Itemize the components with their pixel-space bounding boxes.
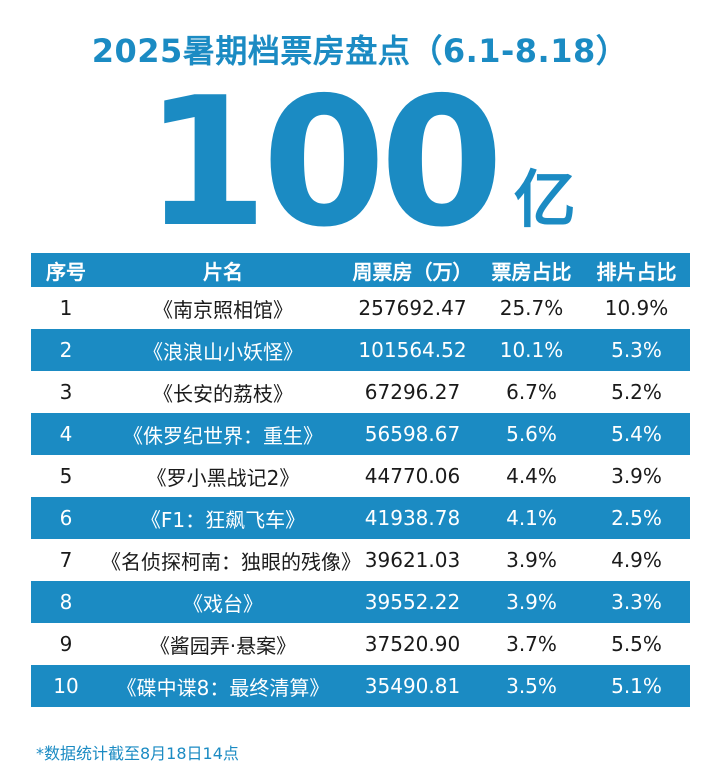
film-title-cell: 《F1：狂飙飞车》 (140, 507, 306, 532)
gross-share-cell: 4.1% (506, 506, 557, 530)
table-row: 10 《碟中谍8：最终清算》 35490.81 3.5% 5.1% (31, 665, 690, 707)
rank-cell: 6 (59, 506, 73, 530)
weekly-gross-cell: 37520.90 (364, 632, 461, 656)
table-header-row: 序号 片名 周票房（万） 票房占比 排片占比 (31, 253, 690, 287)
weekly-gross-cell: 56598.67 (364, 422, 461, 446)
table-row: 3 《长安的荔枝》 67296.27 6.7% 5.2% (31, 371, 690, 413)
screening-share-cell: 3.3% (611, 590, 662, 614)
table-row: 1 《南京照相馆》 257692.47 25.7% 10.9% (31, 287, 690, 329)
rank-cell: 10 (53, 674, 79, 698)
film-title-cell: 《碟中谍8：最终清算》 (116, 675, 330, 700)
weekly-gross-cell: 101564.52 (358, 338, 467, 362)
total-number: 100 (144, 59, 504, 266)
film-title-cell: 《侏罗纪世界：重生》 (123, 423, 323, 448)
weekly-gross-cell: 39621.03 (364, 548, 461, 572)
footnote: *数据统计截至8月18日14点 (36, 744, 239, 763)
rank-cell: 2 (59, 338, 73, 362)
weekly-gross-cell: 44770.06 (364, 464, 461, 488)
screening-share-cell: 10.9% (604, 296, 669, 320)
gross-share-cell: 4.4% (506, 464, 557, 488)
weekly-gross-cell: 41938.78 (364, 506, 461, 530)
table-row: 6 《F1：狂飙飞车》 41938.78 4.1% 2.5% (31, 497, 690, 539)
rank-cell: 9 (59, 632, 73, 656)
table-body: 1 《南京照相馆》 257692.47 25.7% 10.9% 2 《浪浪山小妖怪》 1015… (31, 287, 690, 707)
film-title-cell: 《南京照相馆》 (153, 297, 293, 322)
box-office-table: 序号 片名 周票房（万） 票房占比 排片占比 1 《南京照相馆》 257692.47… (31, 253, 690, 707)
rank-cell: 4 (59, 422, 73, 446)
header-rank: 序号 (46, 259, 86, 284)
screening-share-cell: 5.4% (611, 422, 662, 446)
rank-cell: 3 (59, 380, 73, 404)
rank-cell: 7 (59, 548, 73, 572)
screening-share-cell: 5.3% (611, 338, 662, 362)
weekly-gross-cell: 39552.22 (364, 590, 461, 614)
gross-share-cell: 3.5% (506, 674, 557, 698)
screening-share-cell: 5.1% (611, 674, 662, 698)
header-screening-share: 排片占比 (596, 259, 677, 284)
film-title-cell: 《名侦探柯南：独眼的残像》 (101, 549, 361, 574)
table-row: 9 《酱园弄·悬案》 37520.90 3.7% 5.5% (31, 623, 690, 665)
table-row: 4 《侏罗纪世界：重生》 56598.67 5.6% 5.4% (31, 413, 690, 455)
film-title-cell: 《罗小黑战记2》 (146, 465, 300, 490)
gross-share-cell: 3.7% (506, 632, 557, 656)
table-row: 8 《戏台》 39552.22 3.9% 3.3% (31, 581, 690, 623)
gross-share-cell: 6.7% (506, 380, 557, 404)
film-title-cell: 《浪浪山小妖怪》 (143, 339, 303, 364)
header-title: 片名 (203, 259, 243, 284)
weekly-gross-cell: 67296.27 (364, 380, 461, 404)
gross-share-cell: 5.6% (506, 422, 557, 446)
table-row: 2 《浪浪山小妖怪》 101564.52 10.1% 5.3% (31, 329, 690, 371)
weekly-gross-cell: 257692.47 (358, 296, 467, 320)
screening-share-cell: 5.5% (611, 632, 662, 656)
table-row: 5 《罗小黑战记2》 44770.06 4.4% 3.9% (31, 455, 690, 497)
header-gross-share: 票房占比 (491, 259, 572, 284)
gross-share-cell: 3.9% (506, 590, 557, 614)
screening-share-cell: 3.9% (611, 464, 662, 488)
page-title: 2025暑期档票房盘点（6.1-8.18） (91, 32, 629, 70)
film-title-cell: 《酱园弄·悬案》 (149, 633, 297, 658)
film-title-cell: 《戏台》 (183, 591, 263, 616)
rank-cell: 5 (59, 464, 73, 488)
screening-share-cell: 5.2% (611, 380, 662, 404)
rank-cell: 1 (59, 296, 73, 320)
header-weekly-gross: 周票房（万） (352, 259, 473, 284)
total-unit: 亿 (513, 163, 576, 236)
table-row: 7 《名侦探柯南：独眼的残像》 39621.03 3.9% 4.9% (31, 539, 690, 581)
screening-share-cell: 2.5% (611, 506, 662, 530)
screening-share-cell: 4.9% (611, 548, 662, 572)
film-title-cell: 《长安的荔枝》 (153, 381, 293, 406)
rank-cell: 8 (59, 590, 73, 614)
gross-share-cell: 25.7% (499, 296, 564, 320)
gross-share-cell: 10.1% (499, 338, 564, 362)
weekly-gross-cell: 35490.81 (364, 674, 461, 698)
total-box-office: 100 亿 (0, 59, 720, 266)
gross-share-cell: 3.9% (506, 548, 557, 572)
